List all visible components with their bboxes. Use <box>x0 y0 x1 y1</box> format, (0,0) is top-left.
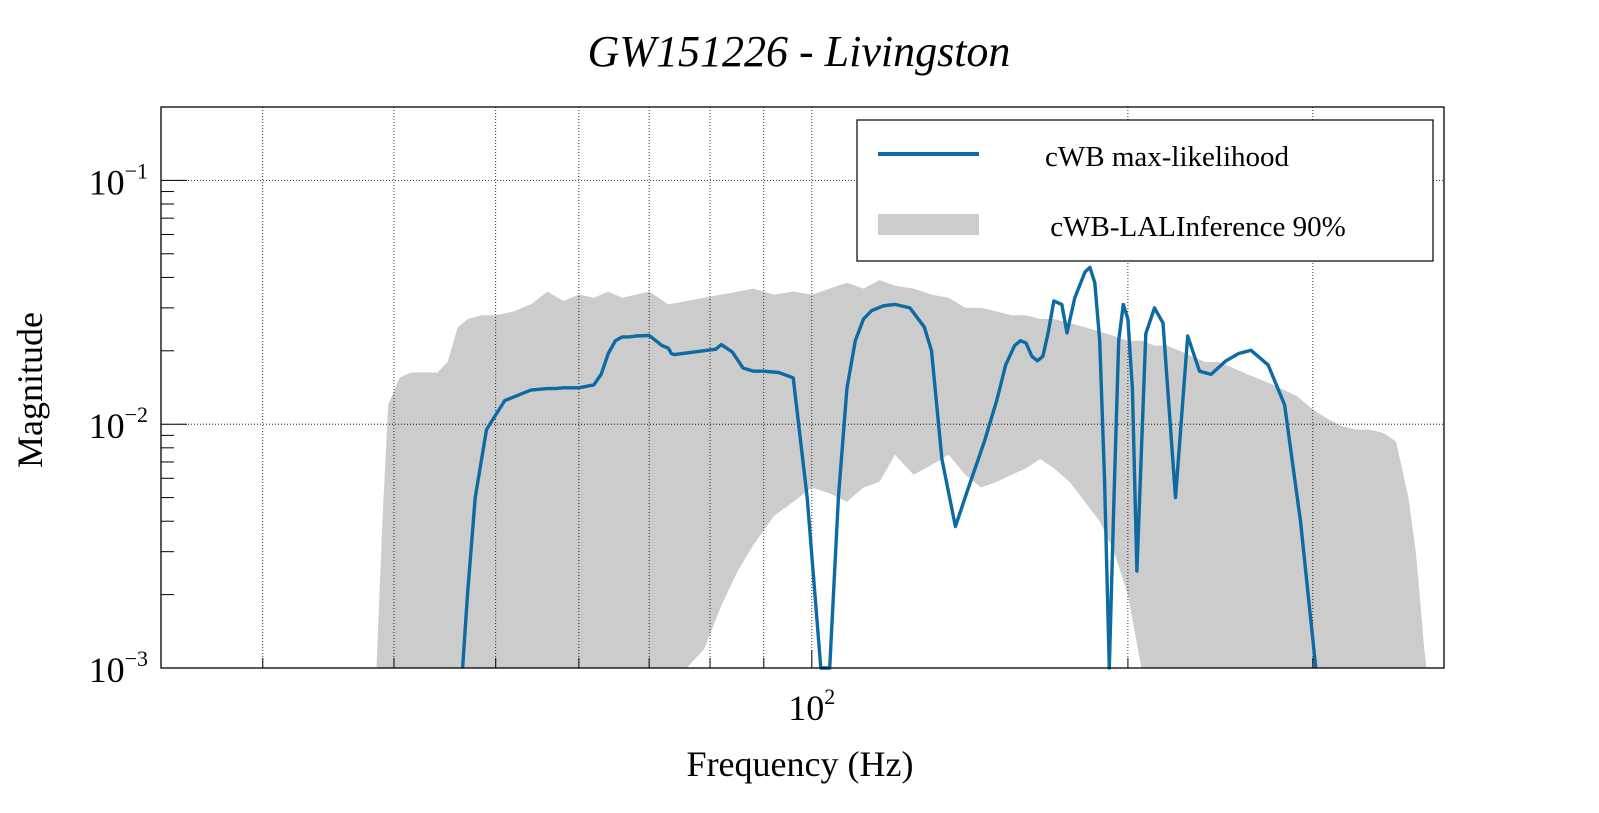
y-axis-label: Magnitude <box>10 312 50 468</box>
y-tick-labels: 10−1 10−2 10−3 <box>89 158 148 690</box>
legend-label-90-band: cWB-LALInference 90% <box>1050 211 1345 243</box>
max-likelihood-line <box>460 265 1318 670</box>
y-tick-label: 10−1 <box>89 158 148 202</box>
legend: cWB max-likelihood cWB-LALInference 90% <box>856 119 1434 262</box>
confidence-band-area <box>376 280 1427 668</box>
plot-frame <box>160 106 1445 669</box>
legend-label-max-likelihood: cWB max-likelihood <box>1045 141 1290 173</box>
x-tick-labels: 102 <box>788 684 835 728</box>
chart-title: GW151226 - Livingston <box>588 27 1011 76</box>
x-tick-label: 102 <box>788 684 835 728</box>
x-axis-label: Frequency (Hz) <box>687 744 914 784</box>
legend-band-swatch <box>878 214 979 235</box>
y-tick-label: 10−2 <box>89 402 148 446</box>
confidence-band-layer <box>376 280 1427 668</box>
y-tick-label: 10−3 <box>89 646 148 690</box>
series-line-layer <box>460 265 1318 670</box>
legend-box <box>856 119 1434 262</box>
